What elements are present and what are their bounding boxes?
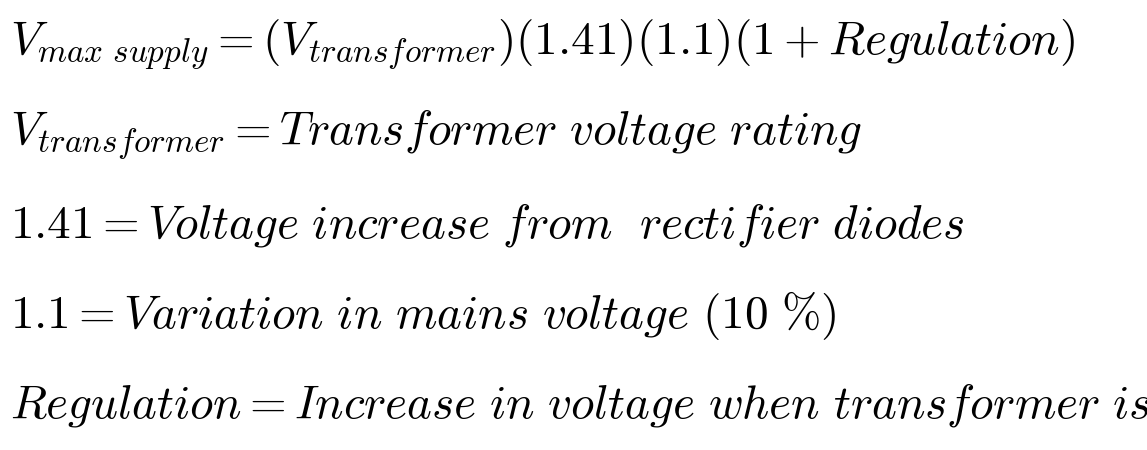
Text: $Regulation = Increase\ in\ voltage\ when\ transformer\ is\ unloaded$: $Regulation = Increase\ in\ voltage\ whe… [10, 381, 1147, 429]
Text: $V_{transformer} = Transformer\ voltage\ rating$: $V_{transformer} = Transformer\ voltage\… [10, 108, 863, 162]
Text: $1.1 = Variation\ in\ mains\ voltage\ (10\ \%)$: $1.1 = Variation\ in\ mains\ voltage\ (1… [10, 288, 836, 342]
Text: $1.41 = Voltage\ increase\ from\ \ rectifier\ diodes$: $1.41 = Voltage\ increase\ from\ \ recti… [10, 201, 965, 249]
Text: $V_{max\ supply} = (V_{transformer})(1.41)(1.1)(1 + Regulation)$: $V_{max\ supply} = (V_{transformer})(1.4… [10, 18, 1075, 72]
